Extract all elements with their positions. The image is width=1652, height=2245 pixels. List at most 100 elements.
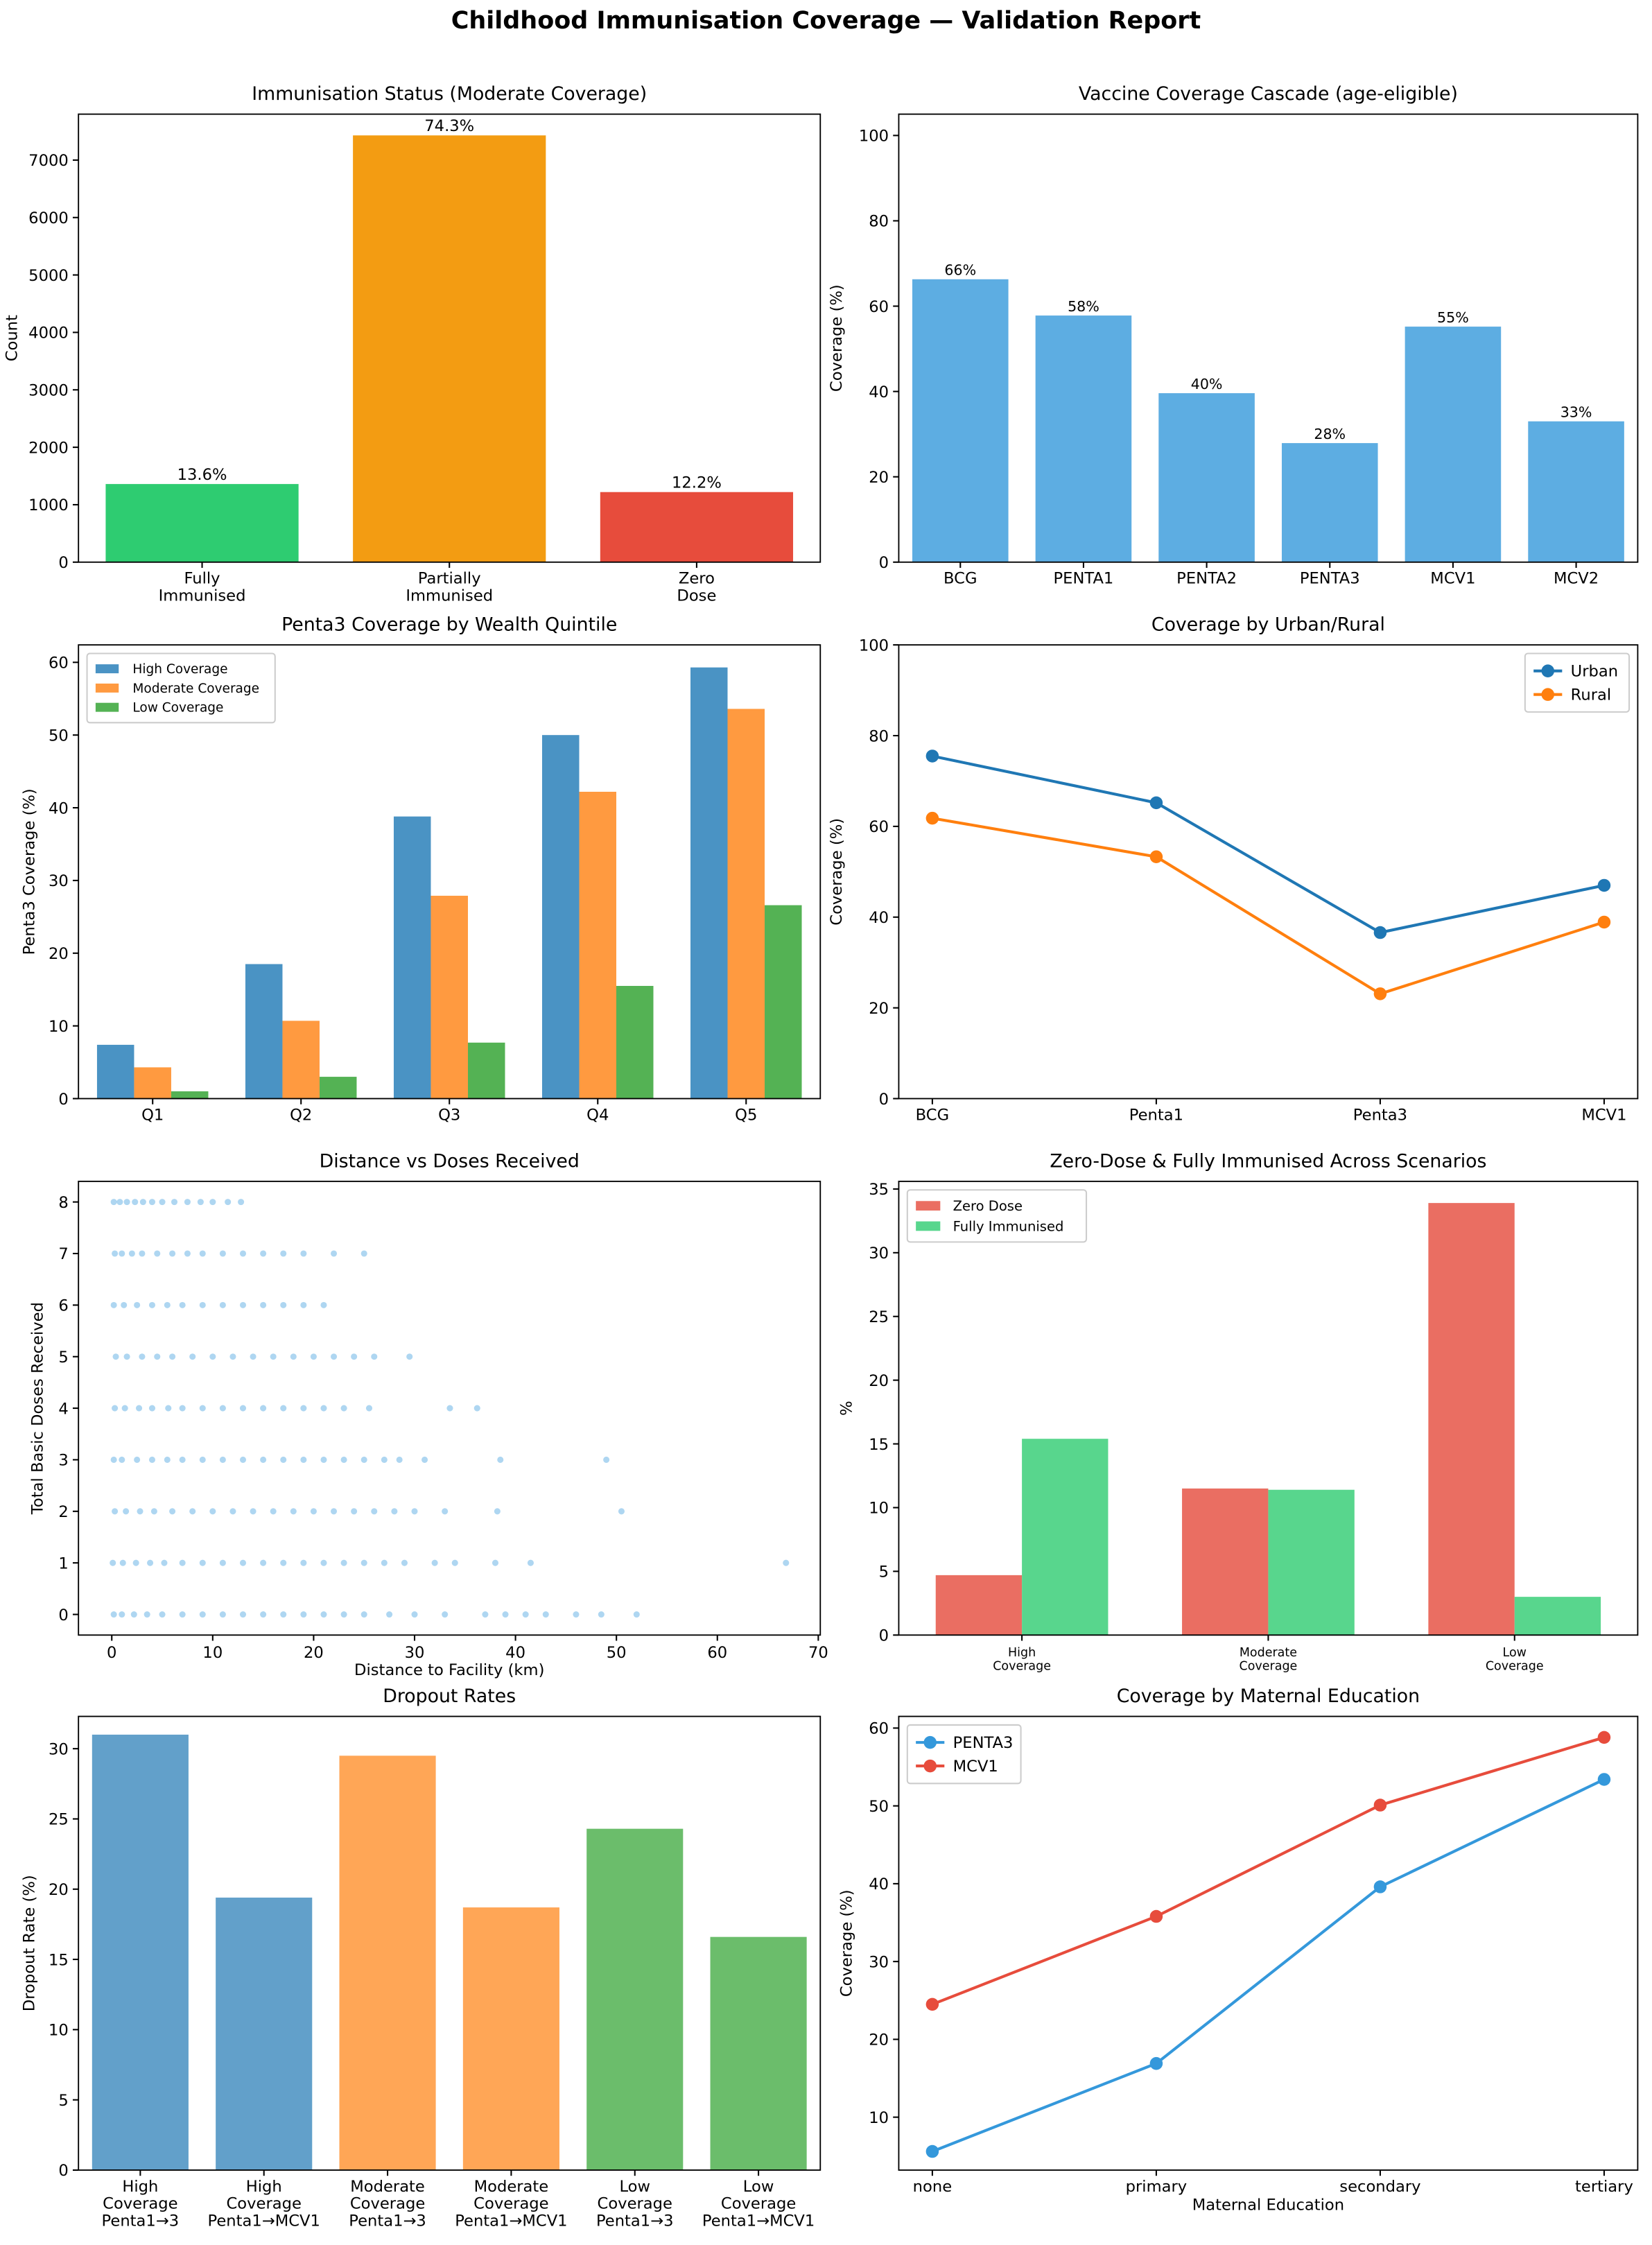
x-tick-label: 20: [304, 1644, 324, 1662]
bar: [1281, 443, 1378, 562]
point: [280, 1250, 287, 1257]
x-tick-label: PENTA1: [1054, 570, 1114, 588]
line: [932, 754, 1605, 935]
point: [139, 1250, 146, 1257]
point: [169, 1250, 176, 1257]
point: [331, 1508, 338, 1515]
point: [300, 1250, 307, 1257]
legend-swatch: [923, 1759, 937, 1773]
point: [340, 1456, 347, 1463]
bar: [96, 1044, 134, 1099]
marker: [1373, 1798, 1387, 1812]
y-tick-label: 40: [49, 799, 69, 817]
bar: [92, 1734, 189, 2170]
x-tick-label: Low Coverage Penta1→MCV1: [702, 2178, 815, 2230]
chart-title: Distance vs Doses Received: [320, 1150, 580, 1172]
y-tick-label: 60: [869, 818, 889, 836]
point: [351, 1508, 358, 1515]
marker: [1597, 1731, 1611, 1744]
legend-box: [86, 652, 276, 724]
point: [112, 1250, 119, 1257]
y-tick-label: 6: [58, 1297, 68, 1315]
point: [238, 1199, 245, 1206]
point: [300, 1456, 307, 1463]
y-axis-label: Coverage (%): [828, 818, 846, 926]
bar: [282, 1021, 320, 1099]
point: [189, 1353, 196, 1360]
y-tick-label: 0: [879, 1627, 889, 1645]
marker: [1373, 987, 1387, 1000]
point: [250, 1508, 257, 1515]
point: [300, 1301, 307, 1308]
marker: [1373, 1880, 1387, 1893]
y-tick-label: 40: [869, 1875, 889, 1893]
marker: [1149, 1909, 1163, 1923]
y-tick-label: 50: [49, 727, 69, 745]
point: [110, 1559, 116, 1566]
point: [331, 1250, 338, 1257]
plot-frame: [898, 1715, 1639, 2171]
point: [150, 1508, 157, 1515]
point: [132, 1199, 139, 1206]
point: [154, 1250, 161, 1257]
y-tick-label: 10: [49, 1018, 69, 1036]
point: [290, 1508, 297, 1515]
y-tick-label: 0: [879, 554, 889, 572]
point: [179, 1301, 186, 1308]
point: [179, 1611, 186, 1618]
point: [225, 1199, 232, 1206]
y-tick-label: 3: [58, 1452, 68, 1470]
y-tick-label: 0: [879, 1091, 889, 1109]
bar: [1528, 421, 1624, 562]
point: [189, 1508, 196, 1515]
point: [783, 1559, 790, 1566]
chart-title: Coverage by Maternal Education: [1117, 1685, 1420, 1707]
bar: [1158, 393, 1255, 562]
point: [300, 1559, 307, 1566]
bar: [616, 985, 654, 1099]
y-tick-label: 7: [58, 1245, 68, 1263]
y-tick-label: 1000: [28, 496, 69, 514]
point: [618, 1508, 625, 1515]
point: [119, 1611, 125, 1618]
bar: [353, 135, 546, 562]
y-tick-label: 5: [58, 2092, 68, 2110]
point: [199, 1456, 206, 1463]
point: [219, 1405, 226, 1412]
point: [179, 1456, 186, 1463]
point: [199, 1250, 206, 1257]
point: [542, 1611, 549, 1618]
y-tick-label: 80: [869, 213, 889, 231]
point: [320, 1301, 327, 1308]
point: [209, 1353, 216, 1360]
point: [381, 1559, 388, 1566]
chart-title: Zero-Dose & Fully Immunised Across Scena…: [1050, 1150, 1486, 1172]
x-tick-label: Q5: [735, 1106, 757, 1124]
x-tick-label: 60: [707, 1644, 727, 1662]
bar: [690, 667, 728, 1099]
y-tick-label: 5: [879, 1563, 889, 1581]
y-tick-label: 8: [58, 1194, 68, 1212]
y-tick-label: 50: [869, 1798, 889, 1816]
y-tick-label: 3000: [28, 381, 69, 399]
y-axis-label: %: [838, 1401, 856, 1416]
point: [147, 1559, 154, 1566]
x-tick-label: PENTA2: [1176, 570, 1237, 588]
figure-title: Childhood Immunisation Coverage — Valida…: [451, 7, 1201, 35]
bar: [431, 895, 468, 1099]
point: [123, 1508, 130, 1515]
y-axis-label: Coverage (%): [828, 284, 846, 392]
y-tick-label: 0: [58, 1091, 68, 1109]
point: [280, 1405, 287, 1412]
point: [340, 1611, 347, 1618]
point: [123, 1353, 130, 1360]
point: [502, 1611, 509, 1618]
y-axis-label: Dropout Rate (%): [20, 1875, 38, 2011]
point: [406, 1353, 413, 1360]
point: [121, 1405, 128, 1412]
y-tick-label: 10: [49, 2022, 69, 2040]
chart: Immunisation Status (Moderate Coverage) C…: [3, 83, 821, 605]
point: [260, 1559, 267, 1566]
